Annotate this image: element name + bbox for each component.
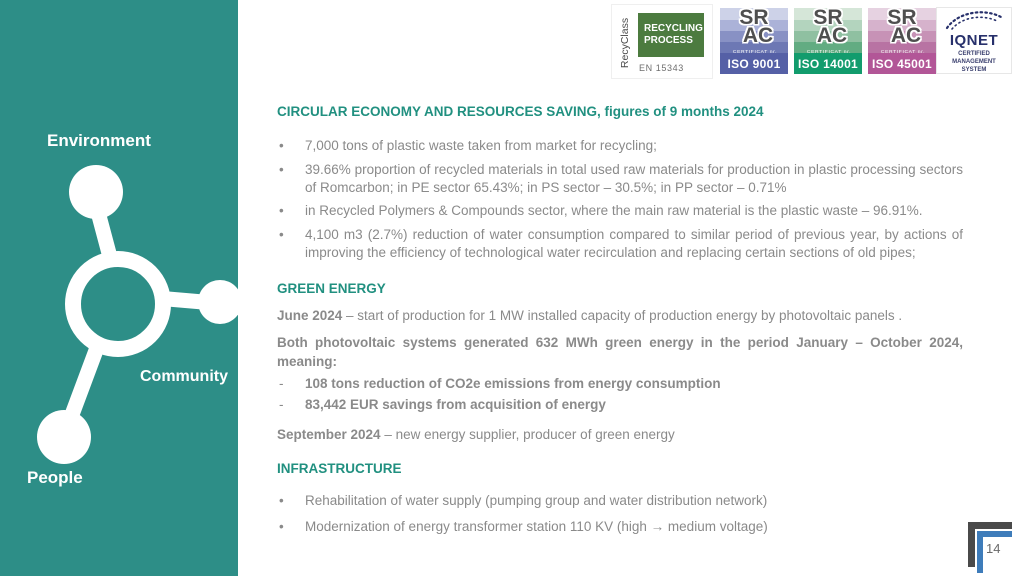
srac-sr: SR	[739, 8, 769, 29]
srac-sr: SR	[887, 8, 917, 29]
bullet-item: • 7,000 tons of plastic waste taken from…	[277, 137, 963, 155]
iqnet-arc-icon	[945, 11, 1003, 30]
corner-blue-angle	[977, 531, 1012, 573]
badge-stripe	[720, 8, 788, 20]
bullet-text: 4,100 m3 (2.7%) reduction of water consu…	[305, 226, 963, 261]
iqnet-sub-line1: CERTIFIED	[958, 51, 990, 57]
bullet-item: • 39.66% proportion of recycled material…	[277, 161, 963, 198]
dash-item: - 83,442 EUR savings from acquisition of…	[277, 396, 963, 414]
badge-stripe	[868, 31, 936, 42]
bullet-text: 39.66% proportion of recycled materials …	[305, 161, 963, 196]
srac-cert-text: CERTIFICAT nr.	[806, 48, 852, 54]
bullet-marker: •	[279, 493, 284, 509]
srac-cert-text: CERTIFICAT nr.	[732, 48, 778, 54]
page-number: 14	[986, 541, 1001, 556]
sidebar: Environment Community People	[0, 0, 238, 576]
section-title-circular-economy: CIRCULAR ECONOMY AND RESOURCES SAVING, f…	[277, 104, 764, 119]
srac-letters: SR AC	[720, 8, 788, 48]
iqnet-subtitle: CERTIFIED MANAGEMENT SYSTEM	[937, 50, 1011, 74]
bullet-text: Modernization of energy transformer stat…	[305, 518, 768, 534]
page-number-corner: 14	[968, 522, 1018, 573]
badge-stripe	[794, 20, 862, 31]
sidebar-label-environment: Environment	[47, 131, 151, 150]
badge-stripe	[868, 20, 936, 31]
bullet-marker: •	[279, 518, 284, 534]
badge-stripe	[794, 8, 862, 20]
bullet-item: • in Recycled Polymers & Compounds secto…	[277, 202, 963, 220]
bullet-marker: •	[279, 226, 284, 242]
bullet-text: 7,000 tons of plastic waste taken from m…	[305, 138, 657, 154]
srac-ac: AC	[742, 24, 774, 48]
bullet-text: Rehabilitation of water supply (pumping …	[305, 493, 768, 509]
srac-cert-text: CERTIFICAT nr.	[880, 48, 926, 54]
infrastructure-bullet-list: • Rehabilitation of water supply (pumpin…	[277, 492, 963, 536]
paragraph-photovoltaic-generated: Both photovoltaic systems generated 632 …	[277, 335, 963, 369]
iso-45001-label: ISO 45001	[868, 53, 936, 74]
bullet-marker: •	[279, 138, 284, 154]
molecule-graphic	[37, 165, 238, 464]
dash-text: 83,442 EUR savings from acquisition of e…	[305, 397, 606, 413]
recycling-line2: PROCESS	[644, 35, 693, 46]
dash-item: - 108 tons reduction of CO2e emissions f…	[277, 375, 963, 393]
bullet-item: • 4,100 m3 (2.7%) reduction of water con…	[277, 226, 963, 263]
srac-iso14001-badge: SR AC CERTIFICAT nr. ISO 14001	[794, 8, 862, 74]
green-energy-dash-list: - 108 tons reduction of CO2e emissions f…	[277, 375, 963, 415]
recyclass-vertical-text: RecyClass	[619, 17, 631, 68]
dash-marker: -	[279, 375, 284, 391]
bullet-marker: •	[279, 161, 284, 177]
iso-14001-label: ISO 14001	[794, 53, 862, 74]
dash-marker: -	[279, 397, 284, 413]
bullet-marker: •	[279, 203, 284, 219]
dash-text: 108 tons reduction of CO2e emissions fro…	[305, 375, 721, 391]
section-title-green-energy: GREEN ENERGY	[277, 280, 386, 296]
badge-stripe	[720, 20, 788, 31]
iqnet-sub-line3: SYSTEM	[961, 67, 987, 74]
bullet-item: • Rehabilitation of water supply (pumpin…	[277, 492, 963, 510]
srac-letters: SR AC	[868, 8, 936, 48]
iso-9001-label: ISO 9001	[720, 53, 788, 74]
recyclass-logo: RecyClass RECYCLING PROCESS EN 15343	[611, 4, 713, 79]
circular-economy-bullet-list: • 7,000 tons of plastic waste taken from…	[277, 137, 963, 262]
badge-stripe	[794, 42, 862, 53]
iqnet-logo: IQNET CERTIFIED MANAGEMENT SYSTEM	[936, 7, 1012, 74]
recyclass-standard: EN 15343	[639, 63, 684, 73]
badge-stripe	[868, 42, 936, 53]
corner-dark-angle	[968, 522, 1012, 567]
srac-iso9001-badge: SR AC CERTIFICAT nr. ISO 9001	[720, 8, 788, 74]
badge-stripe	[794, 31, 862, 42]
iqnet-wordmark: IQNET	[949, 32, 999, 49]
bullet-item: • Modernization of energy transformer st…	[277, 518, 963, 536]
slide-content: CIRCULAR ECONOMY AND RESOURCES SAVING, f…	[277, 96, 963, 543]
paragraph-september-2024: September 2024 – new energy supplier, pr…	[277, 426, 963, 444]
paragraph-june-2024: June 2024 – start of production for 1 MW…	[277, 307, 963, 325]
paragraph-september-lead: September 2024	[277, 426, 381, 442]
section-title-infrastructure: INFRASTRUCTURE	[277, 461, 402, 477]
recycling-process-box: RECYCLING PROCESS	[638, 13, 704, 57]
bullet-text: in Recycled Polymers & Compounds sector,…	[305, 203, 923, 219]
srac-sr: SR	[813, 8, 843, 29]
paragraph-june-lead: June 2024	[277, 307, 343, 323]
recycling-line1: RECYCLING	[644, 23, 703, 34]
sidebar-label-people: People	[27, 468, 83, 487]
badge-stripe	[720, 42, 788, 53]
srac-iso45001-badge: SR AC CERTIFICAT nr. ISO 45001	[868, 8, 936, 74]
srac-ac: AC	[816, 24, 848, 48]
paragraph-september-rest: – new energy supplier, producer of green…	[380, 426, 675, 442]
badge-stripe	[720, 31, 788, 42]
srac-ac: AC	[890, 24, 922, 48]
paragraph-june-rest: – start of production for 1 MW installed…	[342, 307, 903, 323]
sidebar-label-community: Community	[140, 368, 228, 385]
iqnet-sub-line2: MANAGEMENT	[952, 59, 996, 66]
srac-letters: SR AC	[794, 8, 862, 48]
badge-stripe	[868, 8, 936, 20]
recyclass-vertical-text-wrap: RecyClass	[612, 5, 638, 80]
